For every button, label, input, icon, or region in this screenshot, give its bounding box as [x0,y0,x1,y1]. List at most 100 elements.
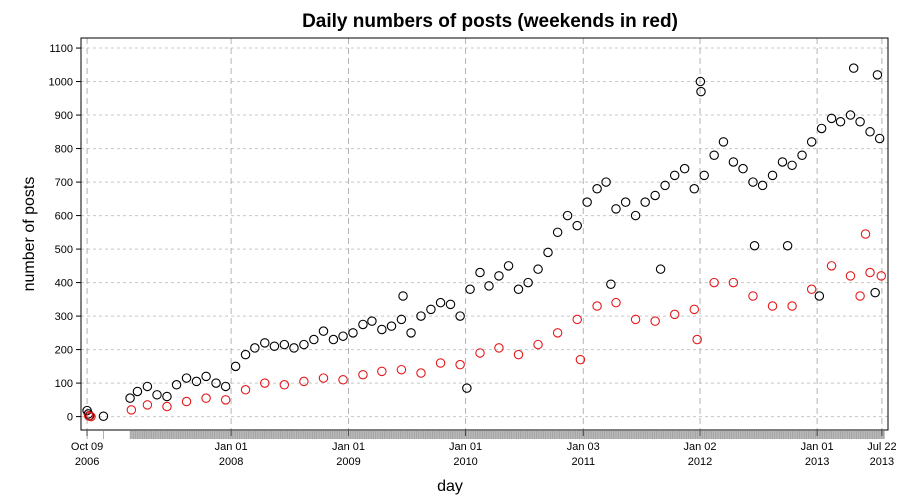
weekday-point [835,117,846,127]
weekday-point [220,381,231,392]
weekday-point [435,297,446,308]
x-tick-label-year: 2013 [805,456,829,468]
x-axis-label: day [437,478,463,495]
weekday-point [620,197,631,207]
weekend-point [338,374,348,385]
weekday-point [543,247,553,258]
weekend-point [630,314,641,325]
weekday-point [699,170,709,181]
x-tick-label: Jan 02 [684,441,717,453]
y-tick-label: 600 [55,211,73,223]
weekend-point [767,301,778,311]
weekday-point [872,70,883,80]
weekend-point [377,366,387,377]
weekday-point [269,341,280,351]
weekday-point [855,117,865,127]
weekend-point [709,277,719,288]
weekend-point [860,229,871,239]
weekday-point [230,361,241,372]
weekday-point [669,170,680,181]
weekend-point [572,314,582,325]
weekday-point [318,326,329,336]
weekday-point [465,284,475,295]
weekday-point [426,304,436,315]
weekday-point [748,177,758,187]
y-axis: 0 100 200 300 400 500 600 700 800 900 1000 1100 [49,43,81,424]
weekend-point [865,267,875,278]
weekday-point [250,343,260,353]
weekday-point [689,184,700,194]
weekday-point [142,381,153,392]
weekday-point [695,76,706,87]
weekday-point [709,150,719,161]
weekend-point [806,284,817,295]
weekday-point [601,177,611,187]
weekend-point [575,354,586,365]
weekday-point [377,324,387,335]
weekday-point [767,170,778,181]
weekend-point [318,373,329,383]
weekday-point [289,343,299,353]
weekday-point [630,210,641,221]
x-tick-label-year: 2009 [336,456,360,468]
weekend-point [455,359,465,370]
weekday-point [806,137,817,147]
weekday-point [845,110,856,120]
weekday-point [718,137,729,147]
weekend-point [552,328,563,338]
y-axis-label: number of posts [21,177,38,292]
x-tick-label: Jan 01 [801,441,834,453]
weekend-point [748,291,758,301]
weekend-point [689,304,700,315]
y-tick-label: 500 [55,244,73,256]
weekend-point [826,261,837,271]
weekday-point [416,311,426,321]
weekend-point [435,358,446,368]
weekday-point [386,321,397,331]
y-tick-label: 1000 [49,77,73,89]
weekday-point [201,371,211,382]
x-tick-label-year: 2013 [870,456,894,468]
weekday-point [484,281,494,291]
y-tick-label: 0 [67,412,73,424]
weekday-point [757,180,768,191]
x-tick-label-year: 2012 [688,456,712,468]
weekday-point [503,261,514,271]
weekday-point [260,338,270,348]
x-axis: Oct 09 2006 Jan 01 2008 Jan 01 2009 Jan 01 2010… [71,430,897,468]
weekday-point [679,163,690,174]
weekday-point [655,264,666,274]
weekend-point [692,334,702,345]
weekend-point [513,349,524,360]
x-tick-label-year: 2006 [75,456,99,468]
weekday-point [98,411,109,422]
weekday-point [523,277,533,288]
weekend-point [592,301,602,311]
weekday-point [865,127,875,137]
weekday-point [181,373,192,383]
weekday-point [552,227,563,238]
weekday-point [494,271,504,281]
x-tick-label: Oct 09 [71,441,103,453]
weekday-point [211,378,221,388]
weekend-points [83,229,887,422]
weekday-point [445,299,456,310]
weekday-point [279,339,290,350]
weekend-point [494,343,504,353]
weekend-point [220,395,231,405]
weekend-point [201,393,211,403]
weekday-point [191,376,202,387]
weekday-point [728,157,739,167]
weekday-point [171,380,182,390]
gridlines [81,38,888,430]
weekday-point [797,150,807,161]
weekday-point [533,264,543,274]
weekday-point [455,311,465,321]
weekday-point [348,328,358,338]
weekend-point [240,385,251,395]
x-tick-label: Jan 03 [567,441,600,453]
y-tick-label: 700 [55,177,73,189]
y-tick-label: 900 [55,110,73,122]
